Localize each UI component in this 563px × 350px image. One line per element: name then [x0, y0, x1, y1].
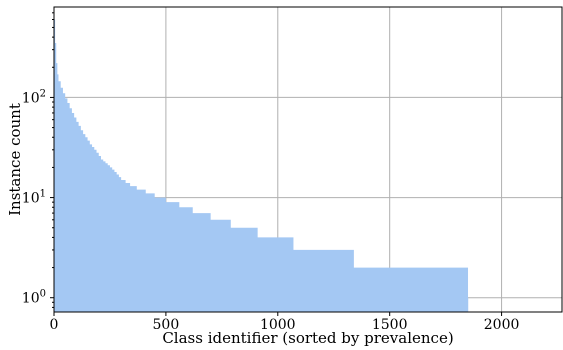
y-tick-label: 101: [22, 189, 46, 207]
instance-count-area: [54, 7, 469, 312]
x-tick-label: 2000: [484, 317, 520, 333]
x-tick-label: 1000: [260, 317, 296, 333]
y-axis-label: Instance count: [6, 103, 24, 216]
x-tick-label: 1500: [372, 317, 408, 333]
y-tick-label: 100: [22, 289, 46, 307]
y-tick-label: 102: [22, 88, 46, 106]
x-tick-label: 0: [50, 317, 59, 333]
plot-frame: [53, 6, 563, 313]
ticks-layer: 0 500 1000 1500 2000 100 101 102: [22, 12, 520, 333]
x-tick-label: 500: [153, 317, 180, 333]
x-axis-label: Class identifier (sorted by prevalence): [162, 329, 453, 347]
